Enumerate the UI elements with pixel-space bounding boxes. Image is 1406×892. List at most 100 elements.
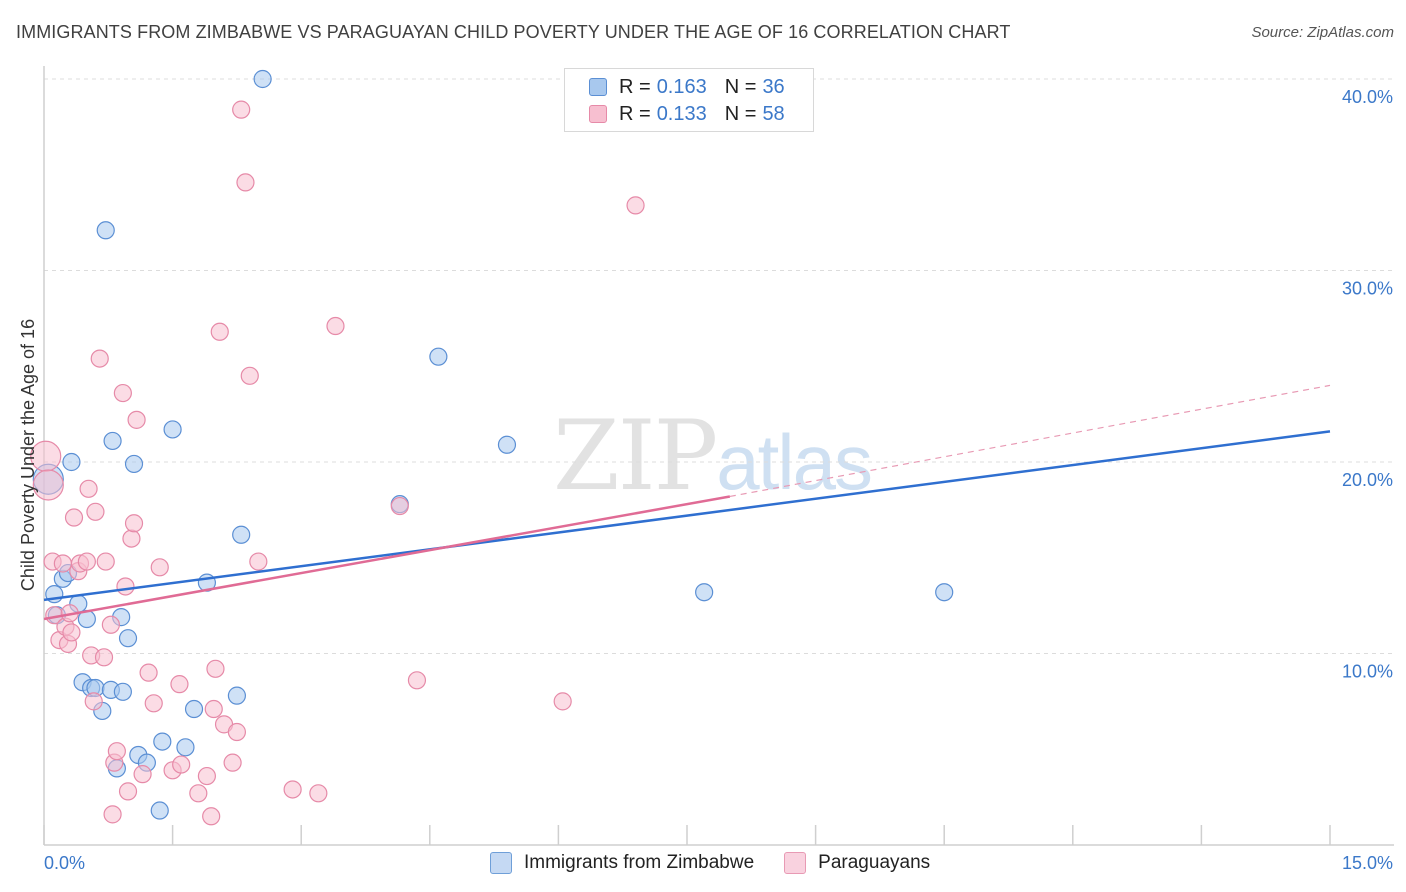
legend-n-label: N = xyxy=(724,75,757,98)
paraguayans-point xyxy=(139,663,158,682)
paraguayans-point xyxy=(133,765,152,784)
zimbabwe-point xyxy=(497,435,517,454)
zimbabwe-point xyxy=(935,583,954,602)
tick-labels: 10.0% 20.0% 30.0% 40.0% 0.0% 15.0% xyxy=(44,87,1393,873)
legend-n-label: N = xyxy=(724,102,757,125)
zimbabwe-point xyxy=(184,699,204,719)
paraguayans-point xyxy=(116,577,135,596)
x-tick-label: 0.0% xyxy=(44,853,85,873)
legend-row-paraguayans: R = 0.133 N = 58 xyxy=(589,102,785,126)
paraguayans-point xyxy=(90,349,109,368)
legend-r-value: 0.133 xyxy=(656,102,707,125)
paraguayans-point xyxy=(189,784,208,803)
paraguayans-point xyxy=(62,623,81,642)
trend-lines xyxy=(43,384,1331,621)
paraguayans-point xyxy=(197,766,216,786)
chart-title: IMMIGRANTS FROM ZIMBABWE VS PARAGUAYAN C… xyxy=(16,22,1011,42)
paraguayans-point xyxy=(227,722,246,742)
paraguayans-point xyxy=(86,502,105,521)
zimbabwe-point xyxy=(118,629,138,648)
zimbabwe-point xyxy=(429,347,448,366)
legend-row-zimbabwe: R = 0.163 N = 36 xyxy=(589,75,785,99)
grid-lines xyxy=(44,78,1394,654)
paraguayans-point xyxy=(127,410,146,429)
x-tick-label: 15.0% xyxy=(1342,853,1393,873)
zimbabwe-point xyxy=(103,431,122,451)
paraguayans-point xyxy=(553,692,572,711)
paraguayans-point xyxy=(236,173,255,192)
y-tick-label: 40.0% xyxy=(1342,87,1393,107)
legend-swatch-paraguayans xyxy=(784,852,807,874)
legend-label-zimbabwe: Immigrants from Zimbabwe xyxy=(524,852,755,873)
paraguayans-point xyxy=(113,383,132,403)
paraguayans-point xyxy=(124,514,144,533)
paraguayans-point xyxy=(79,479,98,498)
source-credit: Source: ZipAtlas.com xyxy=(1251,24,1394,41)
paraguayans-point xyxy=(144,694,163,713)
paraguayans-point xyxy=(240,366,259,385)
legend-r-label: R = xyxy=(619,102,651,125)
watermark-zip: ZIP xyxy=(553,400,718,512)
paraguayans-point xyxy=(77,552,96,571)
paraguayans-trend-line xyxy=(43,495,731,621)
zimbabwe-point xyxy=(227,686,246,705)
data-points xyxy=(30,69,954,826)
paraguayans-point xyxy=(84,692,103,711)
paraguayans-point xyxy=(326,316,345,336)
paraguayans-point xyxy=(223,753,242,772)
zimbabwe-point xyxy=(113,682,132,701)
zimbabwe-point xyxy=(163,420,182,439)
paraguayans-point xyxy=(64,508,84,527)
paraguayans-point xyxy=(107,742,126,761)
legend-n-value: 36 xyxy=(762,75,785,98)
paraguayans-point xyxy=(118,782,138,801)
legend-label-paraguayans: Paraguayans xyxy=(818,852,931,873)
zimbabwe-point xyxy=(96,221,115,240)
zimbabwe-point xyxy=(232,525,251,544)
paraguayans-point xyxy=(101,615,120,634)
paraguayans-point xyxy=(206,659,225,678)
legend-swatch-zimbabwe xyxy=(490,852,512,874)
correlation-legend: R = 0.163 N = 36 R = 0.133 N = 58 xyxy=(564,68,814,132)
legend-r-label: R = xyxy=(619,75,651,98)
paraguayans-trend-extension xyxy=(729,384,1331,498)
paraguayans-point xyxy=(390,496,409,516)
paraguayans-point xyxy=(407,671,427,690)
paraguayans-point xyxy=(249,552,268,571)
paraguayans-point xyxy=(172,755,191,774)
paraguayans-point xyxy=(53,554,72,573)
y-tick-label: 30.0% xyxy=(1342,279,1393,299)
series-legend: Immigrants from Zimbabwe Paraguayans xyxy=(490,852,960,874)
zimbabwe-point xyxy=(153,732,172,751)
legend-item-zimbabwe[interactable]: Immigrants from Zimbabwe xyxy=(490,852,754,874)
zimbabwe-point xyxy=(695,583,714,602)
paraguayans-point xyxy=(626,196,645,215)
zimbabwe-point xyxy=(150,801,169,820)
zimbabwe-point xyxy=(124,454,144,474)
paraguayans-point xyxy=(150,558,169,577)
y-tick-label: 10.0% xyxy=(1342,662,1393,682)
paraguayans-point xyxy=(283,780,302,799)
paraguayans-point xyxy=(204,699,223,719)
paraguayans-point xyxy=(32,469,64,501)
paraguayans-point xyxy=(309,784,328,803)
zimbabwe-point xyxy=(253,69,272,89)
legend-swatch-zimbabwe xyxy=(589,78,607,96)
y-tick-label: 20.0% xyxy=(1342,470,1393,490)
paraguayans-point xyxy=(103,805,122,824)
paraguayans-point xyxy=(94,648,114,667)
y-axis-label: Child Poverty Under the Age of 16 xyxy=(18,319,38,591)
legend-swatch-paraguayans xyxy=(589,105,607,123)
legend-item-paraguayans[interactable]: Paraguayans xyxy=(784,852,930,874)
zimbabwe-point xyxy=(176,738,195,757)
zimbabwe-trend-line xyxy=(43,430,1331,602)
zimbabwe-point xyxy=(62,452,81,472)
legend-n-value: 58 xyxy=(762,102,785,125)
paraguayans-point xyxy=(232,100,251,119)
paraguayans-point xyxy=(122,529,141,548)
paraguayans-point xyxy=(210,322,229,341)
legend-r-value: 0.163 xyxy=(656,75,707,98)
paraguayans-point xyxy=(202,807,221,826)
paraguayans-point xyxy=(170,675,189,694)
